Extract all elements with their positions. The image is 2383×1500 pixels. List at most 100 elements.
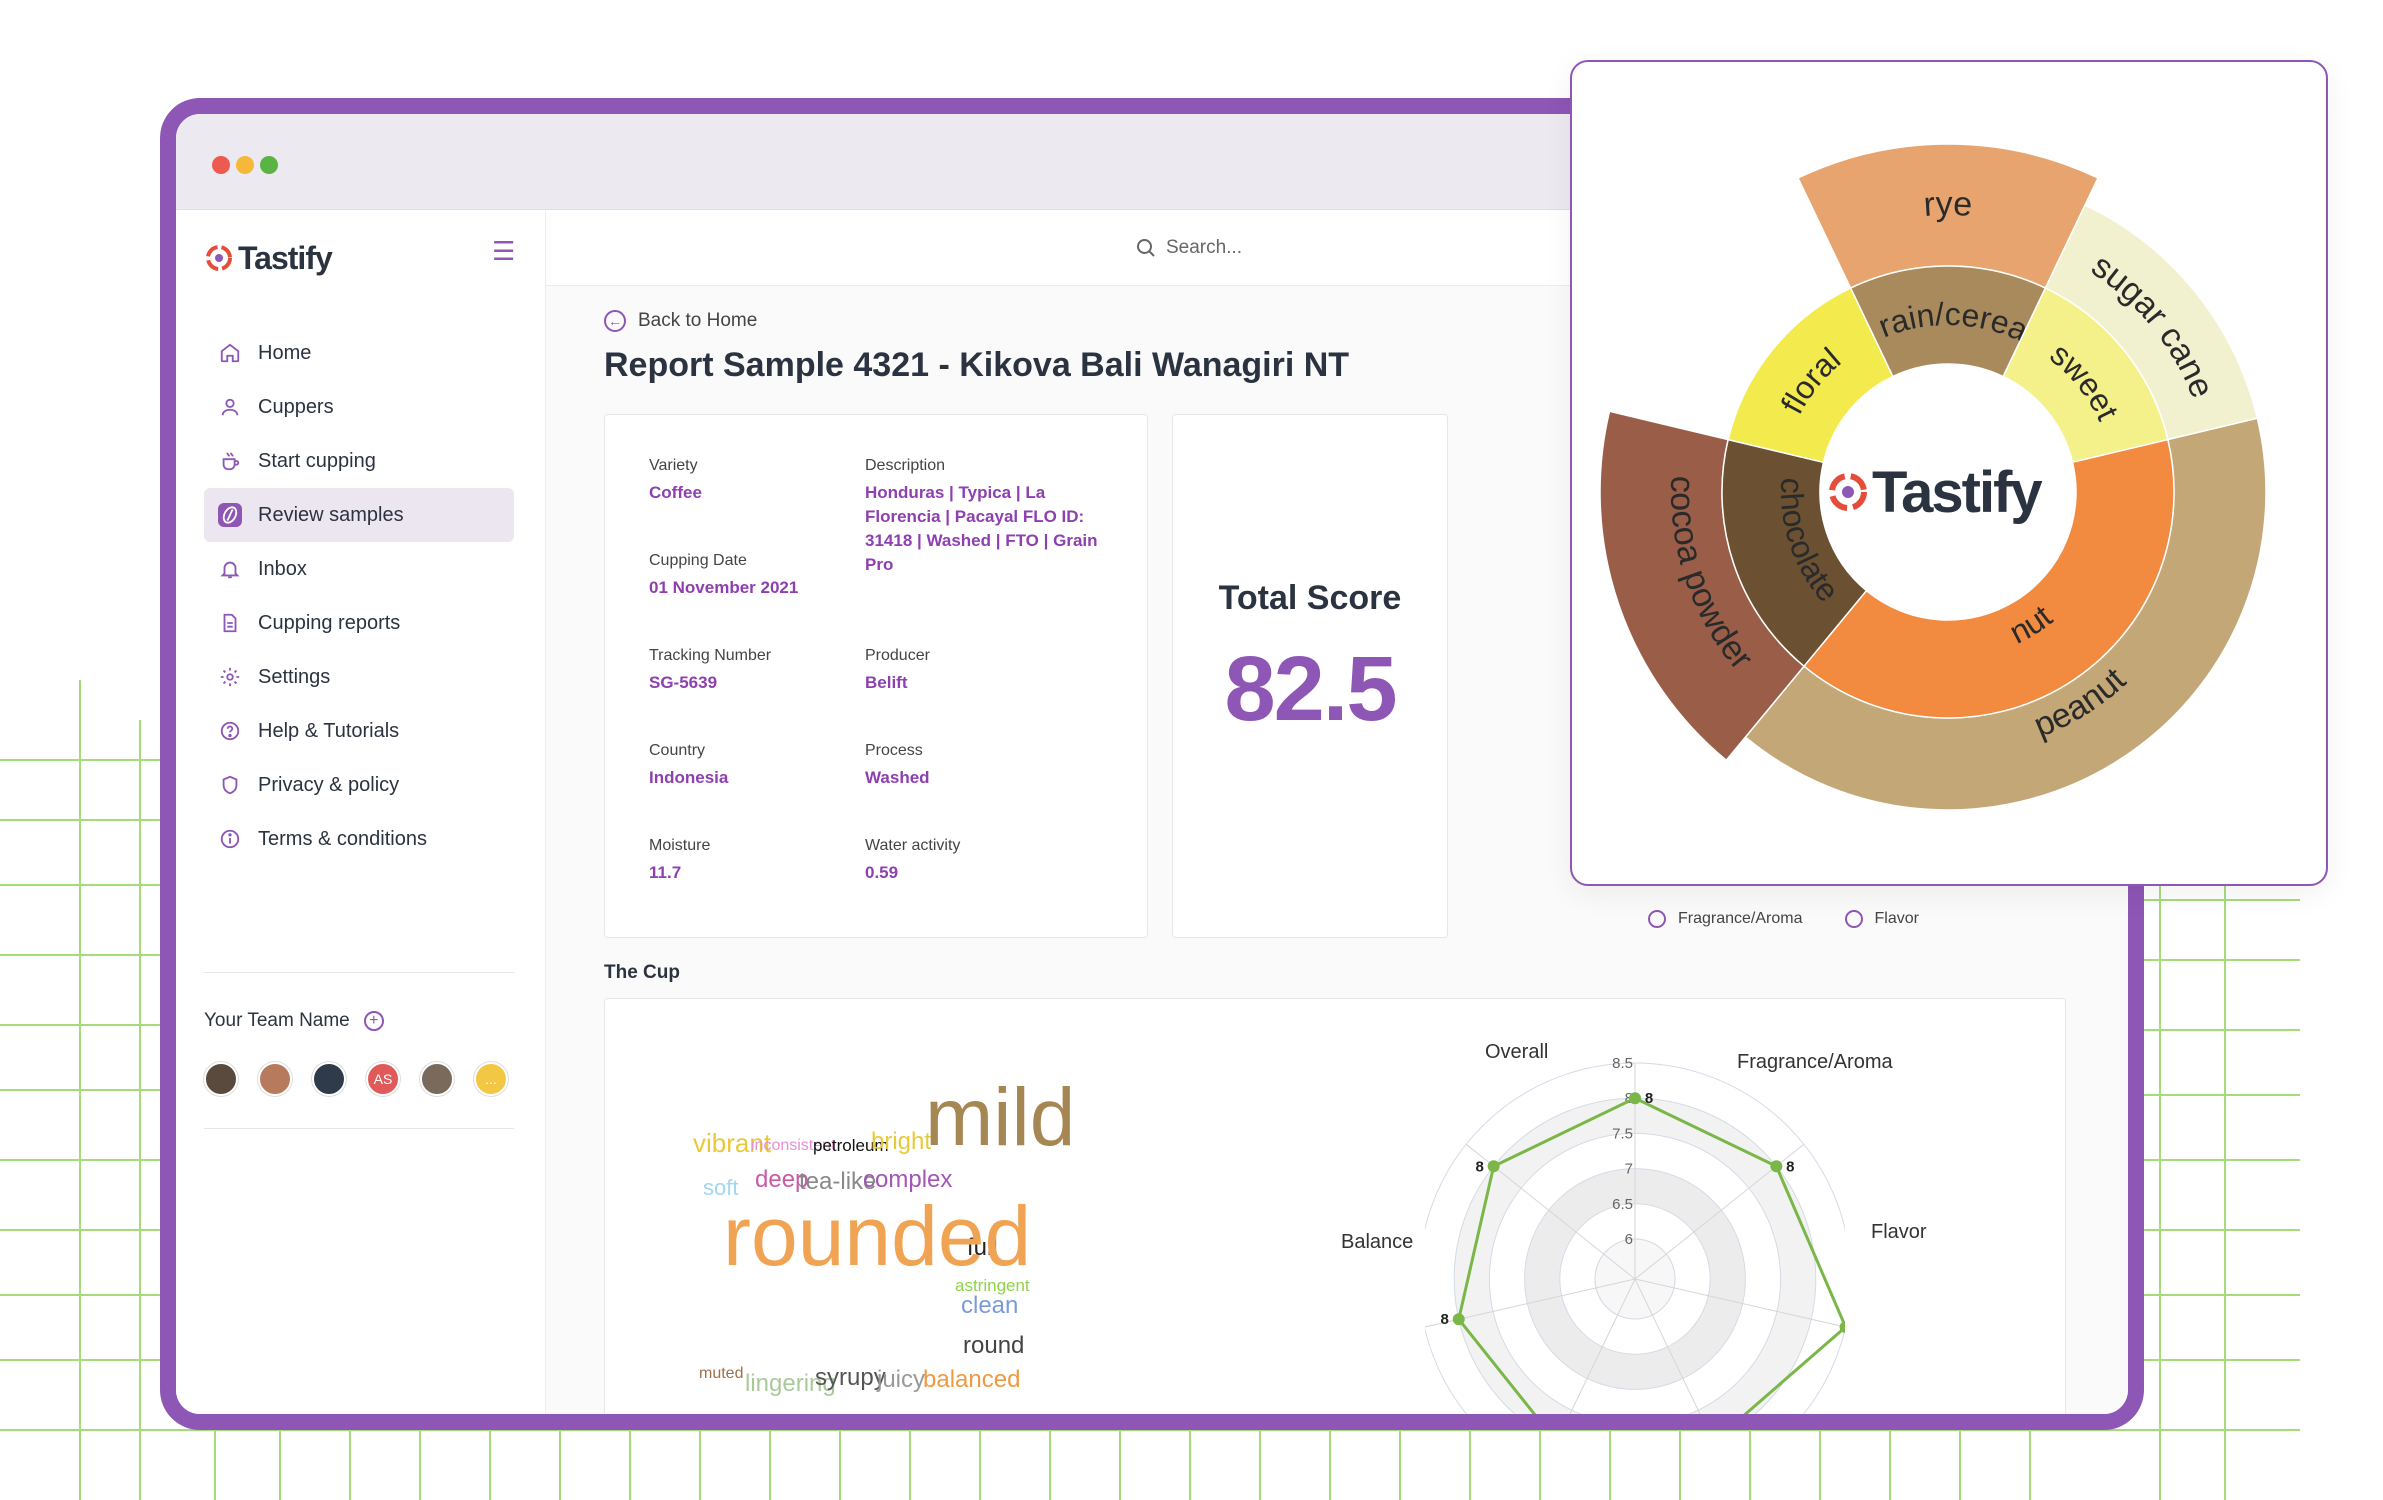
sunburst-outer-label: rye — [1922, 185, 1973, 224]
total-score-value: 82.5 — [1224, 638, 1397, 740]
sidebar-item-label: Cuppers — [258, 395, 334, 418]
sidebar-item-label: Home — [258, 341, 312, 364]
shield-icon — [218, 773, 242, 797]
field-value: Indonesia — [649, 768, 729, 787]
document-icon — [218, 611, 242, 635]
brand-logo[interactable]: Tastify — [206, 238, 333, 278]
field-value: Coffee — [649, 483, 702, 502]
more-members-avatar[interactable]: ... — [474, 1062, 508, 1096]
legend-marker-fragrance[interactable] — [1648, 910, 1666, 928]
tastify-logo-icon — [206, 245, 232, 271]
team-avatars: AS ... — [204, 1062, 528, 1096]
sidebar-item-home[interactable]: Home — [204, 326, 514, 380]
radar-tick-label: 8.5 — [1612, 1055, 1633, 1072]
tastify-logo-icon — [1829, 473, 1867, 511]
sidebar-item-terms[interactable]: Terms & conditions — [204, 812, 514, 866]
word-cloud-term: deep — [755, 1165, 809, 1193]
radar-data-point — [1452, 1313, 1465, 1326]
avatar[interactable] — [204, 1062, 238, 1096]
page-title: Report Sample 4321 - Kikova Bali Wanagir… — [604, 346, 1350, 384]
minimize-window-button[interactable] — [236, 156, 254, 174]
avatar[interactable]: AS — [366, 1062, 400, 1096]
radar-axis-line — [1569, 1278, 1636, 1414]
sidebar-item-label: Help & Tutorials — [258, 719, 400, 742]
radar-series-line — [1457, 1096, 1845, 1414]
word-cloud-term: syrupy — [815, 1363, 886, 1391]
radar-data-label: 8 — [1475, 1158, 1483, 1175]
field-label: Moisture — [649, 837, 711, 854]
chart-legend: Fragrance/Aroma Flavor — [1648, 910, 1919, 928]
field-label: Process — [865, 742, 923, 759]
radar-tick-label: 6.5 — [1612, 1196, 1633, 1213]
close-window-button[interactable] — [212, 156, 230, 174]
radar-data-point — [1839, 1321, 1845, 1334]
brand-name: Tastify — [238, 239, 333, 276]
avatar[interactable] — [312, 1062, 346, 1096]
search-input[interactable] — [1166, 230, 1466, 266]
radar-axis-line — [1634, 1278, 1701, 1414]
radar-data-point — [1487, 1160, 1500, 1173]
word-cloud-term: juicy — [877, 1365, 926, 1393]
sidebar-item-inbox[interactable]: Inbox — [204, 542, 514, 596]
field-label: Producer — [865, 647, 930, 664]
bell-icon — [218, 557, 242, 581]
sidebar-item-review-samples[interactable]: Review samples — [204, 488, 514, 542]
radar-data-label: 8 — [1786, 1158, 1794, 1175]
team-divider-top — [204, 972, 514, 973]
sidebar-item-help[interactable]: Help & Tutorials — [204, 704, 514, 758]
tastify-logo-ring — [1829, 473, 1867, 511]
field-moisture: Moisture 11.7 — [649, 837, 710, 885]
word-cloud-term: muted — [699, 1365, 744, 1383]
menu-icon[interactable]: ☰ — [492, 236, 516, 266]
legend-marker-flavor[interactable] — [1844, 910, 1863, 928]
back-label: Back to Home — [638, 310, 758, 331]
sidebar-item-settings[interactable]: Settings — [204, 650, 514, 704]
avatar[interactable] — [420, 1062, 454, 1096]
field-cupping-date: Cupping Date 01 November 2021 — [649, 552, 798, 600]
sidebar-item-label: Start cupping — [258, 449, 376, 472]
field-label: Tracking Number — [649, 647, 772, 664]
field-value: Belift — [865, 673, 908, 692]
sidebar-item-cupping-reports[interactable]: Cupping reports — [204, 596, 514, 650]
sunburst-center-label: Tastify — [1872, 460, 2042, 525]
user-icon — [218, 395, 242, 419]
sidebar-item-start-cupping[interactable]: Start cupping — [204, 434, 514, 488]
radar-data-label: 8 — [1441, 1311, 1449, 1328]
field-value: 01 November 2021 — [649, 578, 799, 597]
word-cloud-term: balanced — [923, 1365, 1021, 1393]
field-label: Water activity — [865, 837, 961, 854]
sidebar-item-label: Privacy & policy — [258, 773, 400, 796]
the-cup-title: The Cup — [604, 962, 680, 983]
radar-axis-label-flavor: Flavor — [1871, 1221, 1927, 1243]
add-team-member-button[interactable]: + — [363, 1011, 384, 1031]
legend-label-flavor: Flavor — [1874, 910, 1919, 927]
total-score-card: Total Score 82.5 — [1172, 414, 1448, 938]
avatar[interactable] — [258, 1062, 292, 1096]
sidebar-item-privacy[interactable]: Privacy & policy — [204, 758, 514, 812]
team-name: Your Team Name — [204, 1010, 350, 1031]
word-cloud-term: tea-like — [799, 1167, 877, 1195]
word-cloud-term: astringent — [955, 1276, 1030, 1296]
sidebar-item-label: Inbox — [258, 557, 307, 580]
search-icon — [1137, 239, 1155, 257]
field-value: Honduras | Typica | La Florencia | Pacay… — [865, 483, 1098, 574]
field-variety: Variety Coffee — [649, 457, 702, 505]
radar-axis-label-balance: Balance — [1341, 1231, 1414, 1253]
field-process: Process Washed — [865, 742, 930, 790]
field-label: Description — [865, 457, 946, 474]
radar-axis-label-fragrance: Fragrance/Aroma — [1737, 1051, 1893, 1073]
word-cloud-term: rounded — [723, 1188, 1032, 1283]
word-cloud-term: inconsistent — [751, 1137, 836, 1155]
field-label: Country — [649, 742, 706, 759]
radar-tick-label: 6 — [1625, 1231, 1633, 1248]
sidebar-item-label: Review samples — [258, 503, 404, 526]
sunburst-center[interactable] — [1820, 364, 2076, 620]
back-to-home-link[interactable]: ← Back to Home — [604, 310, 757, 332]
sidebar-item-cuppers[interactable]: Cuppers — [204, 380, 514, 434]
maximize-window-button[interactable] — [260, 156, 278, 174]
